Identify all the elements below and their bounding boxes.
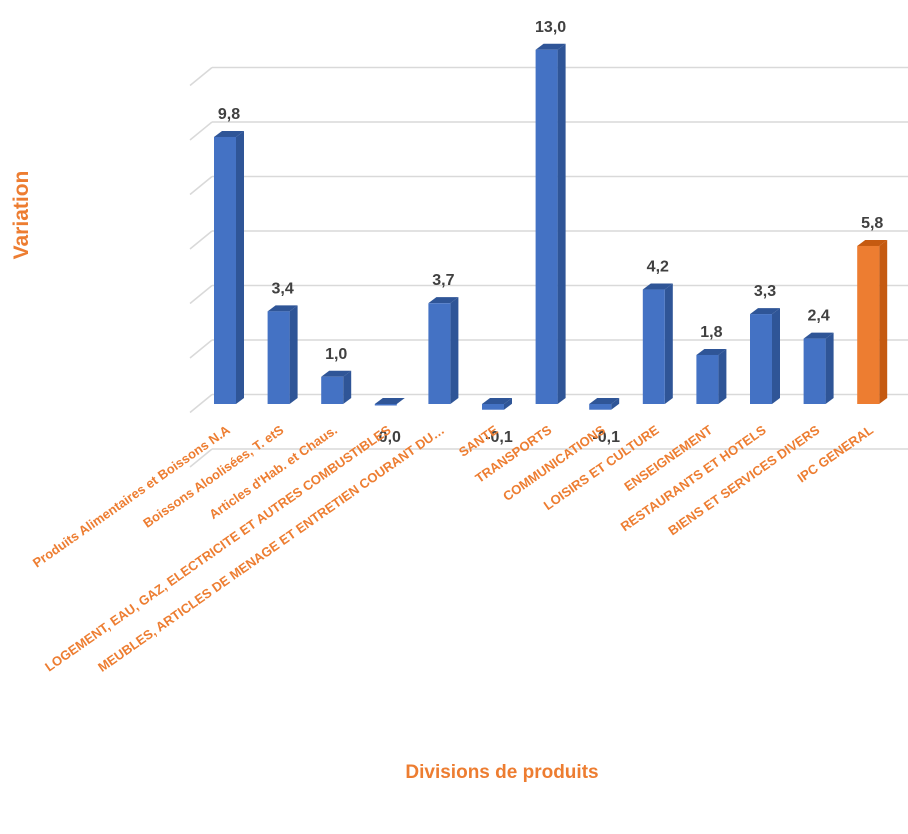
bar (803, 332, 834, 404)
bar-side (504, 398, 512, 410)
bar-top (696, 348, 727, 355)
gridline-perspective (189, 284, 213, 305)
bar-side (718, 348, 727, 404)
bar-front (214, 136, 236, 404)
gridline-perspective (189, 448, 213, 468)
bar-top (535, 43, 566, 50)
gridline-perspective (189, 339, 213, 359)
bar-side (772, 308, 780, 404)
bar-front (750, 314, 772, 404)
category-label: LOGEMENT, EAU, GAZ, ELECTRICITE ET AUTRE… (42, 422, 394, 674)
value-label: 3,3 (754, 283, 776, 300)
bar-front (535, 49, 558, 404)
bar-top (857, 239, 888, 246)
value-label: 2,4 (807, 308, 829, 325)
bar (642, 283, 673, 404)
bar (696, 348, 727, 404)
category-label: Produits Alimentaires et Boissons N.A (30, 422, 233, 571)
value-label: -0,1 (485, 429, 513, 446)
gridline-perspective (189, 230, 213, 250)
category-label: ENSEIGNEMENT (621, 422, 715, 494)
value-label: 3,4 (271, 280, 293, 297)
bar-top (374, 398, 405, 404)
bar-side (557, 43, 566, 404)
gridline-perspective (189, 121, 213, 141)
bar-side (450, 297, 459, 404)
bar-side (236, 130, 244, 404)
bar-front (696, 354, 719, 404)
bar (535, 43, 566, 404)
category-labels: Produits Alimentaires et Boissons N.ABoi… (30, 422, 876, 675)
bar-front (803, 338, 826, 404)
bar (321, 370, 352, 404)
value-label: 13,0 (535, 19, 566, 36)
bar (214, 130, 244, 404)
bar-front (589, 404, 612, 410)
y-axis-title: Variation (10, 171, 33, 260)
category-label: MEUBLES, ARTICLES DE MENAGE ET ENTRETIEN… (95, 422, 447, 675)
bar (857, 239, 888, 404)
bar-top (750, 308, 780, 315)
value-label: 4,2 (647, 259, 669, 276)
bar-top (321, 370, 352, 377)
bar-front (642, 289, 665, 404)
bar (428, 297, 459, 404)
bar-front (374, 404, 397, 406)
value-label: 3,7 (432, 272, 454, 289)
bar-front (267, 311, 290, 404)
gridline-perspective (189, 175, 213, 196)
bar-top (267, 305, 298, 312)
value-label: -0,1 (592, 429, 620, 446)
bar-side (825, 332, 834, 404)
bar-side (289, 305, 298, 404)
bar (482, 398, 512, 410)
bar-top (428, 297, 459, 304)
x-axis-title: Divisions de produits (405, 762, 598, 783)
bar-top (214, 130, 244, 137)
bar-top (803, 332, 834, 339)
value-label: 1,0 (325, 346, 347, 363)
data-labels: 9,8 3,4 1,0 0,0 3,7 -0,1 13,0 -0,1 4,2 1,8 3,3 2,4 5… (218, 19, 884, 446)
gridline-perspective (189, 393, 213, 414)
bar-front (428, 303, 451, 404)
bar (750, 308, 780, 404)
bar-top (589, 398, 620, 404)
bar-side (879, 239, 888, 404)
value-label: 0,0 (379, 429, 401, 446)
bars (214, 43, 888, 410)
gridline-perspective (189, 66, 213, 87)
bar-side (611, 398, 620, 410)
value-label: 9,8 (218, 106, 240, 123)
bar (589, 398, 620, 410)
bar-front (857, 245, 880, 404)
bar-top (482, 398, 512, 404)
bar-top (642, 283, 673, 290)
value-label: 1,8 (700, 324, 722, 341)
bar-front (482, 404, 504, 410)
bar-side (343, 370, 352, 404)
bar-side (664, 283, 673, 404)
bar (374, 398, 405, 406)
bar (267, 305, 298, 404)
value-label: 5,8 (861, 215, 883, 232)
bar-front (321, 376, 344, 404)
